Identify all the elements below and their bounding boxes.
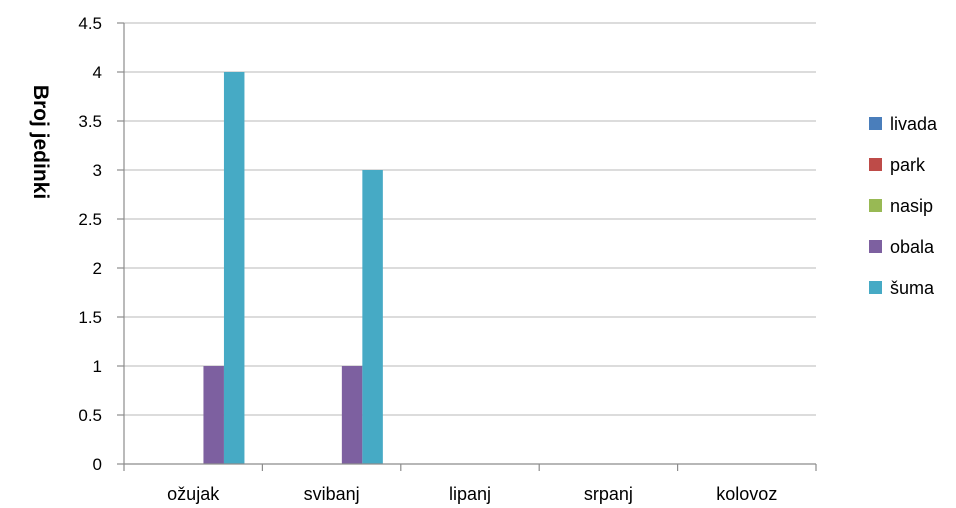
y-tick-label: 2 bbox=[93, 259, 102, 278]
bars bbox=[203, 72, 383, 464]
legend-label: livada bbox=[890, 114, 938, 134]
legend-swatch-park bbox=[869, 158, 882, 171]
legend-label: šuma bbox=[890, 278, 935, 298]
x-tick-label: kolovoz bbox=[716, 484, 777, 504]
y-tick-label: 3.5 bbox=[78, 112, 102, 131]
bar-obala-svibanj bbox=[341, 366, 363, 464]
legend: livada park nasip obala šuma bbox=[869, 114, 938, 298]
y-axis-title: Broj jedinki bbox=[29, 85, 52, 199]
legend-label: park bbox=[890, 155, 926, 175]
bar-obala-ožujak bbox=[203, 366, 224, 464]
y-tick-label: 1.5 bbox=[78, 308, 102, 327]
legend-swatch-šuma bbox=[869, 281, 882, 294]
y-tick-label: 4 bbox=[93, 63, 102, 82]
x-tick-labels: ožujak svibanj lipanj srpanj kolovoz bbox=[167, 484, 777, 504]
y-tick-labels: 0 0.5 1 1.5 2 2.5 3 3.5 4 4.5 bbox=[78, 14, 102, 474]
y-tick-label: 3 bbox=[93, 161, 102, 180]
x-tick-label: ožujak bbox=[167, 484, 220, 504]
legend-swatch-livada bbox=[869, 117, 882, 130]
axes bbox=[117, 22, 817, 471]
legend-label: nasip bbox=[890, 196, 933, 216]
x-tick-label: lipanj bbox=[449, 484, 491, 504]
x-tick-label: srpanj bbox=[584, 484, 633, 504]
legend-label: obala bbox=[890, 237, 935, 257]
y-tick-label: 0 bbox=[93, 455, 102, 474]
y-tick-label: 4.5 bbox=[78, 14, 102, 33]
x-tick-label: svibanj bbox=[304, 484, 360, 504]
bar-šuma-ožujak bbox=[223, 72, 245, 464]
y-tick-label: 1 bbox=[93, 357, 102, 376]
legend-swatch-obala bbox=[869, 240, 882, 253]
bar-šuma-svibanj bbox=[362, 170, 383, 464]
y-tick-label: 2.5 bbox=[78, 210, 102, 229]
y-tick-label: 0.5 bbox=[78, 406, 102, 425]
legend-swatch-nasip bbox=[869, 199, 882, 212]
